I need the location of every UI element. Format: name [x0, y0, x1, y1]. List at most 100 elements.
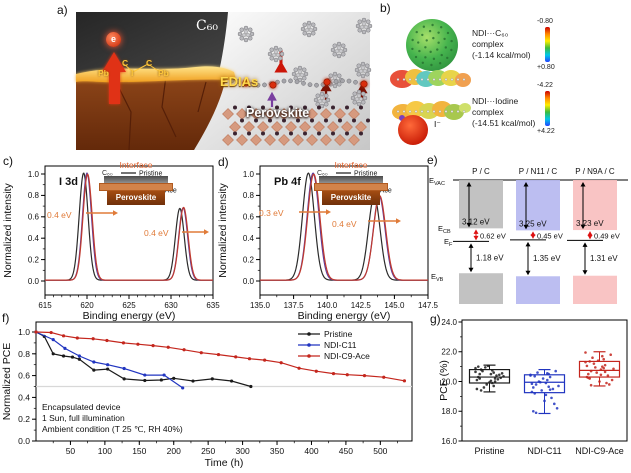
panel-c-xps-i3d-chart: 615 620 625 630 635 0.0 0.2 0.4 0.6 0.8 1.0 I 3d Pri… [2, 165, 220, 322]
x-tick-label: 620 [80, 301, 94, 310]
chart-title: Pb 4f [274, 176, 301, 188]
panel-d-xps-pb4f-chart: 135.0 137.5 140.0 142.5 145.0 147.5 0.0 0.2 0.4 0… [217, 165, 439, 322]
complex1-energy: (-1.14 kcal/mol) [472, 50, 531, 60]
shift-annotation: 0.3 eV [259, 208, 284, 218]
y-tick-label: 0.2 [243, 255, 255, 264]
panel-e-label: e) [427, 153, 438, 167]
ndi-c60-esp-map [390, 19, 471, 88]
ndi-iodine-esp-map [392, 101, 471, 145]
plot-frame [461, 319, 628, 442]
box-NDI-C11 [523, 374, 566, 394]
x-tick-label: 630 [164, 301, 178, 310]
legend-label: Pristine [354, 171, 377, 178]
x-tick-label: 50 [66, 446, 76, 456]
inset-c60-label: C₆₀ [317, 170, 328, 177]
level-label-vac: EVAC [429, 176, 445, 187]
cb-region [459, 180, 503, 229]
y-tick-label: 0.6 [18, 371, 30, 381]
c60-molecule [237, 25, 255, 43]
y-axis-label: PCE (%) [438, 360, 450, 401]
atom-label-c: C [146, 58, 153, 68]
atom-label-pb: Pb [158, 68, 169, 78]
y-tick-label: 1.0 [28, 170, 40, 179]
x-tick-label: 450 [339, 446, 353, 456]
panel-f-label: f) [2, 311, 10, 325]
complex2-energy: (-14.51 kcal/mol) [472, 118, 536, 128]
y-tick-label: 0.6 [243, 213, 255, 222]
x-axis-label: Binding energy (eV) [298, 310, 391, 322]
c60-molecule [267, 45, 285, 63]
vb-gap-label: 1.31 eV [590, 254, 618, 263]
atom-label-pb: Pb [98, 68, 109, 78]
y-tick-label: 0.0 [28, 277, 40, 286]
box-NDI-C9-Ace [578, 360, 621, 378]
level-label-cb: ECB [438, 224, 451, 235]
schematic-art [76, 12, 373, 151]
x-tick-label: 137.5 [284, 301, 305, 310]
y-tick-label: 0.0 [243, 277, 255, 286]
panel-b-label: b) [380, 1, 391, 15]
inset-c60-layer [319, 176, 383, 184]
ndi-esp-blob [390, 69, 471, 88]
complex2-caption: NDI···Iodine complex (-14.51 kcal/mol) [472, 96, 535, 129]
y-tick-label: 0.0 [18, 436, 30, 446]
c60-label: C₆₀ [196, 18, 218, 34]
legend-label: NDI-C9-Ace [324, 351, 370, 361]
y-tick-label: 0.8 [28, 191, 40, 200]
x-tick-label: 150 [132, 446, 146, 456]
chart-title: I 3d [59, 176, 78, 188]
panel-b-esp: NDI···C₆₀ complex (-1.14 kcal/mol) -0.80… [0, 0, 631, 152]
c60-molecule [300, 20, 318, 38]
inset-title: Interface [334, 160, 368, 170]
y-tick-label: 1.0 [18, 327, 30, 337]
inset-title: Interface [119, 160, 153, 170]
vb-region [459, 273, 503, 304]
y-tick-label: 0.6 [28, 213, 40, 222]
y-tick-label: 0.4 [243, 234, 255, 243]
y-axis-label: Normalized PCE [1, 343, 13, 421]
legend-label: NDI-C11 [324, 340, 357, 350]
panel-a-label: a) [57, 3, 68, 17]
x-tick-label: 250 [201, 446, 215, 456]
atom-label-c: C [122, 58, 129, 68]
shift-annotation: 0.4 eV [332, 219, 357, 229]
category-label: NDI-C9-Ace [575, 446, 624, 456]
complex1-name: NDI···C₆₀ [472, 28, 509, 38]
inset-c60-label: C₆₀ [102, 170, 113, 177]
shift-annotation: 0.4 eV [144, 228, 169, 238]
ndi-atom-dots-2 [396, 110, 466, 113]
complex1-name2: complex [472, 39, 504, 49]
inset-interface-layer [314, 183, 388, 191]
xps-curve-NDI-C9-Ace [45, 173, 213, 281]
inset-perovskite-layer: Perovskite [322, 191, 380, 205]
y-axis-label: Normalized intensity [217, 182, 229, 277]
x-axis-label: Binding energy (eV) [83, 310, 176, 322]
grain-boundaries [115, 75, 207, 151]
ef-gap-label: 0.49 eV [594, 232, 620, 241]
y-tick-label: 24.0 [441, 318, 457, 327]
iodide-ion-label: I⁻ [434, 119, 441, 129]
y-tick-label: 0.2 [28, 255, 40, 264]
y-tick-label: 0.4 [18, 392, 30, 402]
y-tick-label: 0.8 [18, 349, 30, 359]
x-tick-label: 135.0 [250, 301, 271, 310]
column-header: P / N11 / C [519, 167, 558, 176]
x-tick-label: 500 [373, 446, 387, 456]
y-tick-label: 20.0 [441, 377, 457, 386]
colorbar1-top-label: -0.80 [537, 18, 553, 25]
complex2-name2: complex [472, 107, 504, 117]
perovskite-label: Perovskite [246, 106, 310, 120]
x-tick-label: 615 [38, 301, 52, 310]
level-label-f: EF [444, 237, 453, 248]
cb-gap-label: 3.25 eV [519, 219, 547, 228]
panel-e-energy-diagram: P / C 3.12 eV 0.62 eV 1.18 eV P / N11 / C 3.2… [429, 167, 628, 304]
xps-curve-NDI-C9-Ace [260, 173, 428, 281]
colorbar2-bottom-label: +4.22 [537, 128, 555, 135]
legend-label: Pristine [139, 171, 162, 178]
c60-molecule [350, 89, 368, 107]
xps-inset-c: Interface C₆₀ Perovskite [96, 160, 176, 205]
stability-line-NDI-C11 [35, 331, 184, 389]
x-tick-label: 400 [304, 446, 318, 456]
condition-note: 1 Sun, full illumination [42, 413, 125, 423]
